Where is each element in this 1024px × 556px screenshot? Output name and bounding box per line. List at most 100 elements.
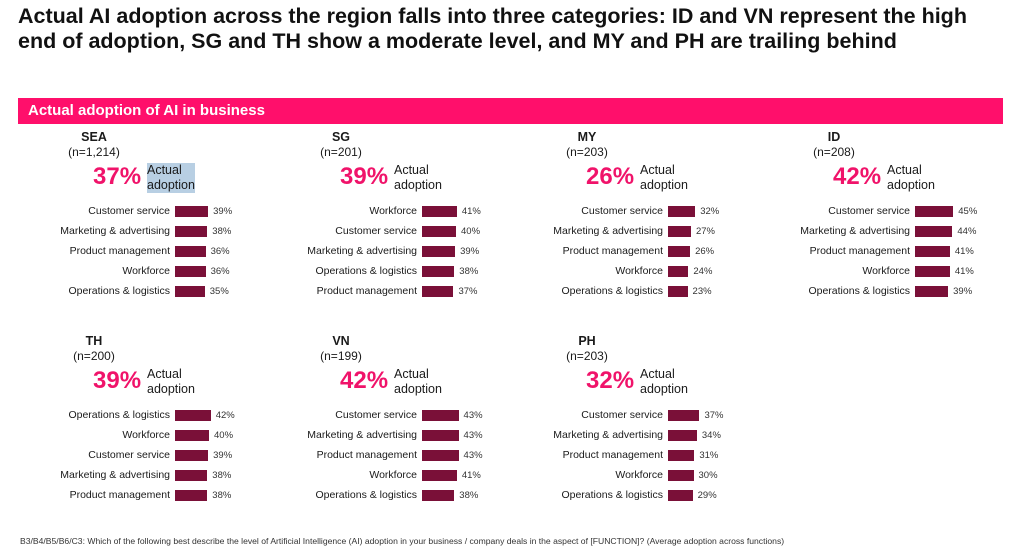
bar-row: Product management 38% [15,488,255,504]
bar-value-label: 41% [461,206,481,217]
category-label: Workforce [615,469,663,481]
bar-row: Workforce 40% [15,428,255,444]
category-label: Marketing & advertising [60,469,170,481]
panel-sample-size: (n=208) [813,145,855,159]
bar [668,410,700,421]
bar-row: Operations & logistics 39% [755,284,995,300]
category-label: Marketing & advertising [307,429,417,441]
bar-value-label: 44% [957,226,977,237]
panel-sample-size: (n=203) [566,145,608,159]
bar-row: Workforce 24% [508,264,748,280]
category-label: Product management [316,285,417,297]
category-label: Operations & logistics [561,489,663,501]
footnote: B3/B4/B5/B6/C3: Which of the following b… [20,536,785,546]
overall-adoption-label: Actual adoption [394,163,442,192]
overall-adoption-value: 39% [340,163,389,190]
bar [422,286,454,297]
bar-value-label: 39% [953,286,973,297]
bar-value-label: 39% [460,246,480,257]
category-label: Operations & logistics [315,265,417,277]
overall-adoption-value: 32% [586,367,635,394]
bar-value-label: 23% [692,286,712,297]
category-label: Operations & logistics [808,285,910,297]
panel-sample-size: (n=1,214) [68,145,120,159]
bar [915,206,954,217]
panel-sample-size: (n=200) [73,349,115,363]
category-label: Marketing & advertising [60,225,170,237]
category-label: Product management [316,449,417,461]
bar-value-label: 40% [461,226,481,237]
bar-value-label: 41% [954,266,974,277]
chart-panel-sg: SG (n=201) 39% Actual adoption Workforce 41% Cu… [262,130,502,300]
bar [175,226,208,237]
bar [668,226,691,237]
bar-row: Product management 41% [755,244,995,260]
bar-value-label: 38% [459,490,479,501]
category-label: Customer service [88,205,170,217]
bar-row: Operations & logistics 35% [15,284,255,300]
overall-adoption-value: 39% [93,367,142,394]
category-label: Customer service [581,409,663,421]
panel-sample-size: (n=203) [566,349,608,363]
panel-title: VN [332,334,350,348]
bar [422,206,457,217]
panel-title: SG [331,130,351,144]
bar-value-label: 40% [214,430,234,441]
bar-value-label: 43% [463,430,483,441]
category-label: Marketing & advertising [553,225,663,237]
bar [668,286,688,297]
bar [668,490,693,501]
overall-adoption-value: 42% [833,163,882,190]
bar-value-label: 35% [209,286,229,297]
bar [668,430,697,441]
category-label: Product management [69,489,170,501]
chart-panel-th: TH (n=200) 39% Actual adoption Operations & l… [15,334,255,504]
bar-value-label: 24% [693,266,713,277]
bar-value-label: 42% [215,410,235,421]
category-label: Customer service [335,225,417,237]
bar-row: Workforce 41% [262,204,502,220]
bar-value-label: 31% [699,450,719,461]
bar [175,430,209,441]
bar-value-label: 26% [695,246,715,257]
category-label: Marketing & advertising [307,245,417,257]
bar [668,450,695,461]
bar-value-label: 37% [458,286,478,297]
bar-row: Operations & logistics 38% [262,488,502,504]
bar-row: Customer service 43% [262,408,502,424]
overall-adoption-label: Actual adoption [887,163,935,192]
bar-row: Marketing & advertising 34% [508,428,748,444]
overall-adoption-label: Actual adoption [640,367,688,396]
bar-value-label: 37% [704,410,724,421]
bar-row: Workforce 36% [15,264,255,280]
bar-value-label: 38% [212,490,232,501]
panel-title: SEA [81,130,107,144]
bar [915,266,950,277]
category-label: Workforce [122,429,170,441]
overall-adoption-value: 42% [340,367,389,394]
category-label: Workforce [369,205,417,217]
bar [175,410,211,421]
panel-title: TH [85,334,103,348]
bar-row: Marketing & advertising 39% [262,244,502,260]
category-label: Operations & logistics [68,285,170,297]
bar-value-label: 29% [697,490,717,501]
bar-value-label: 27% [695,226,715,237]
bar-row: Customer service 37% [508,408,748,424]
bar [915,286,949,297]
category-label: Customer service [88,449,170,461]
bar [175,490,208,501]
overall-adoption-value: 26% [586,163,635,190]
bar-row: Marketing & advertising 38% [15,224,255,240]
overall-adoption-value: 37% [93,163,142,190]
category-label: Product management [809,245,910,257]
bar-value-label: 38% [212,470,232,481]
chart-panel-sea: SEA (n=1,214) 37% Actual adoption Customer se… [15,130,255,300]
bar-value-label: 43% [463,450,483,461]
bar-value-label: 41% [954,246,974,257]
panel-title: PH [578,334,596,348]
bar [668,246,691,257]
bar [422,266,455,277]
category-label: Workforce [862,265,910,277]
bar [915,246,950,257]
